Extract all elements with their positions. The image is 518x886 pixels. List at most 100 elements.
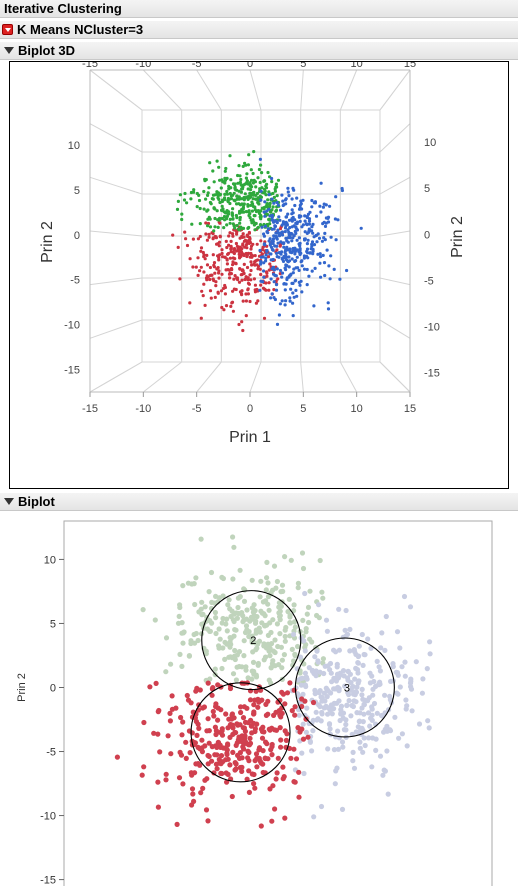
biplot3d-chart[interactable]: -15 -10 -5 0 5 10 15 -15 -10 -5 0 5 10 15 10 5 0 -5 -10 -15… — [10, 58, 508, 488]
data-point-cluster-2 — [272, 195, 276, 199]
data-point-cluster-2 — [222, 226, 226, 230]
data-point-cluster-2 — [262, 623, 268, 629]
y-tick-label: 10 — [44, 554, 56, 566]
data-point-cluster-3 — [302, 670, 308, 676]
data-point-cluster-3 — [327, 264, 331, 268]
data-point-cluster-2 — [239, 190, 243, 194]
data-point-cluster-3 — [284, 252, 288, 256]
data-point-cluster-1 — [203, 303, 207, 307]
data-point-cluster-2 — [168, 661, 174, 667]
biplot3d-frame: -15 -10 -5 0 5 10 15 -15 -10 -5 0 5 10 15 10 5 0 -5 -10 -15… — [9, 58, 509, 489]
data-point-cluster-2 — [230, 671, 237, 677]
data-point-cluster-2 — [213, 593, 219, 599]
data-point-cluster-2 — [307, 588, 313, 594]
biplot-chart[interactable]: 10 5 0 -5 -10 -15 Prin 2 2 3 — [0, 512, 518, 886]
data-point-cluster-2 — [195, 637, 201, 644]
data-point-cluster-3 — [392, 714, 398, 720]
data-point-cluster-1 — [272, 806, 278, 812]
data-point-cluster-3 — [259, 198, 263, 202]
data-point-cluster-1 — [242, 719, 249, 725]
data-point-cluster-2 — [267, 653, 273, 659]
data-point-cluster-2 — [254, 185, 258, 189]
data-point-cluster-1 — [204, 221, 208, 225]
data-point-cluster-1 — [232, 277, 236, 281]
data-point-cluster-3 — [275, 267, 279, 271]
data-point-cluster-1 — [246, 768, 252, 774]
data-point-cluster-2 — [237, 164, 241, 168]
data-point-cluster-3 — [294, 288, 298, 292]
x-tick-label: 5 — [300, 403, 306, 415]
data-point-cluster-2 — [271, 205, 275, 209]
data-point-cluster-2 — [243, 161, 247, 165]
data-point-cluster-1 — [218, 235, 222, 239]
data-point-cluster-3 — [284, 299, 288, 303]
data-point-cluster-2 — [277, 614, 283, 620]
data-point-cluster-3 — [314, 648, 320, 654]
data-point-cluster-3 — [298, 283, 302, 287]
data-point-cluster-3 — [259, 255, 263, 259]
biplot3d-outline-header[interactable]: Biplot 3D — [0, 42, 518, 60]
data-point-cluster-1 — [272, 288, 276, 292]
kmeans-outline-header[interactable]: K Means NCluster=3 — [0, 21, 518, 39]
data-point-cluster-1 — [249, 260, 253, 264]
data-point-cluster-1 — [255, 242, 259, 246]
data-point-cluster-3 — [353, 689, 360, 695]
data-point-cluster-1 — [269, 741, 275, 748]
data-point-cluster-3 — [396, 735, 402, 741]
data-point-cluster-3 — [362, 652, 368, 658]
data-point-cluster-3 — [303, 729, 309, 735]
data-point-cluster-2 — [244, 176, 248, 180]
data-point-cluster-3 — [409, 708, 415, 714]
data-point-cluster-2 — [213, 207, 217, 211]
data-point-cluster-1 — [255, 704, 261, 710]
data-point-cluster-2 — [189, 190, 193, 195]
data-point-cluster-2 — [255, 191, 259, 196]
data-point-cluster-3 — [305, 231, 309, 235]
data-point-cluster-1 — [265, 698, 271, 704]
data-point-cluster-2 — [266, 224, 270, 228]
data-point-cluster-3 — [355, 653, 361, 660]
data-point-cluster-2 — [231, 544, 237, 550]
data-point-cluster-2 — [239, 177, 243, 182]
data-point-cluster-2 — [268, 680, 274, 686]
data-point-cluster-1 — [246, 789, 252, 795]
data-point-cluster-3 — [395, 691, 401, 697]
data-point-cluster-1 — [251, 781, 257, 787]
data-point-cluster-2 — [263, 598, 269, 604]
data-point-cluster-1 — [229, 793, 235, 800]
data-point-cluster-3 — [310, 242, 314, 246]
data-point-cluster-2 — [217, 218, 221, 222]
data-point-cluster-3 — [280, 230, 284, 234]
data-point-cluster-2 — [198, 222, 202, 226]
data-point-cluster-3 — [343, 727, 349, 733]
data-point-cluster-2 — [177, 604, 183, 611]
data-point-cluster-2 — [237, 197, 241, 201]
data-point-cluster-1 — [204, 776, 210, 782]
data-point-cluster-1 — [228, 276, 232, 280]
data-point-cluster-2 — [252, 150, 256, 154]
data-point-cluster-2 — [231, 618, 237, 625]
biplot-outline-header[interactable]: Biplot — [0, 493, 518, 511]
data-point-cluster-2 — [319, 589, 325, 595]
data-point-cluster-3 — [382, 726, 388, 732]
data-point-cluster-2 — [235, 188, 239, 192]
data-point-cluster-3 — [284, 248, 288, 252]
data-point-cluster-3 — [275, 251, 279, 255]
data-point-cluster-2 — [236, 173, 240, 178]
y-tick-label-left: -15 — [64, 365, 80, 377]
red-triangle-menu-icon[interactable] — [2, 24, 13, 35]
data-point-cluster-3 — [314, 717, 320, 723]
data-point-cluster-2 — [180, 640, 186, 646]
data-point-cluster-2 — [291, 658, 297, 664]
data-point-cluster-2 — [285, 609, 291, 615]
data-point-cluster-1 — [249, 244, 254, 248]
data-point-cluster-3 — [360, 749, 366, 755]
data-point-cluster-2 — [224, 628, 230, 634]
disclosure-icon[interactable] — [4, 47, 14, 54]
disclosure-icon[interactable] — [4, 498, 14, 505]
data-point-cluster-3 — [331, 686, 337, 692]
cluster-circle — [190, 682, 291, 783]
data-point-cluster-1 — [243, 740, 249, 746]
data-point-cluster-2 — [219, 186, 223, 190]
data-point-cluster-3 — [297, 236, 301, 240]
